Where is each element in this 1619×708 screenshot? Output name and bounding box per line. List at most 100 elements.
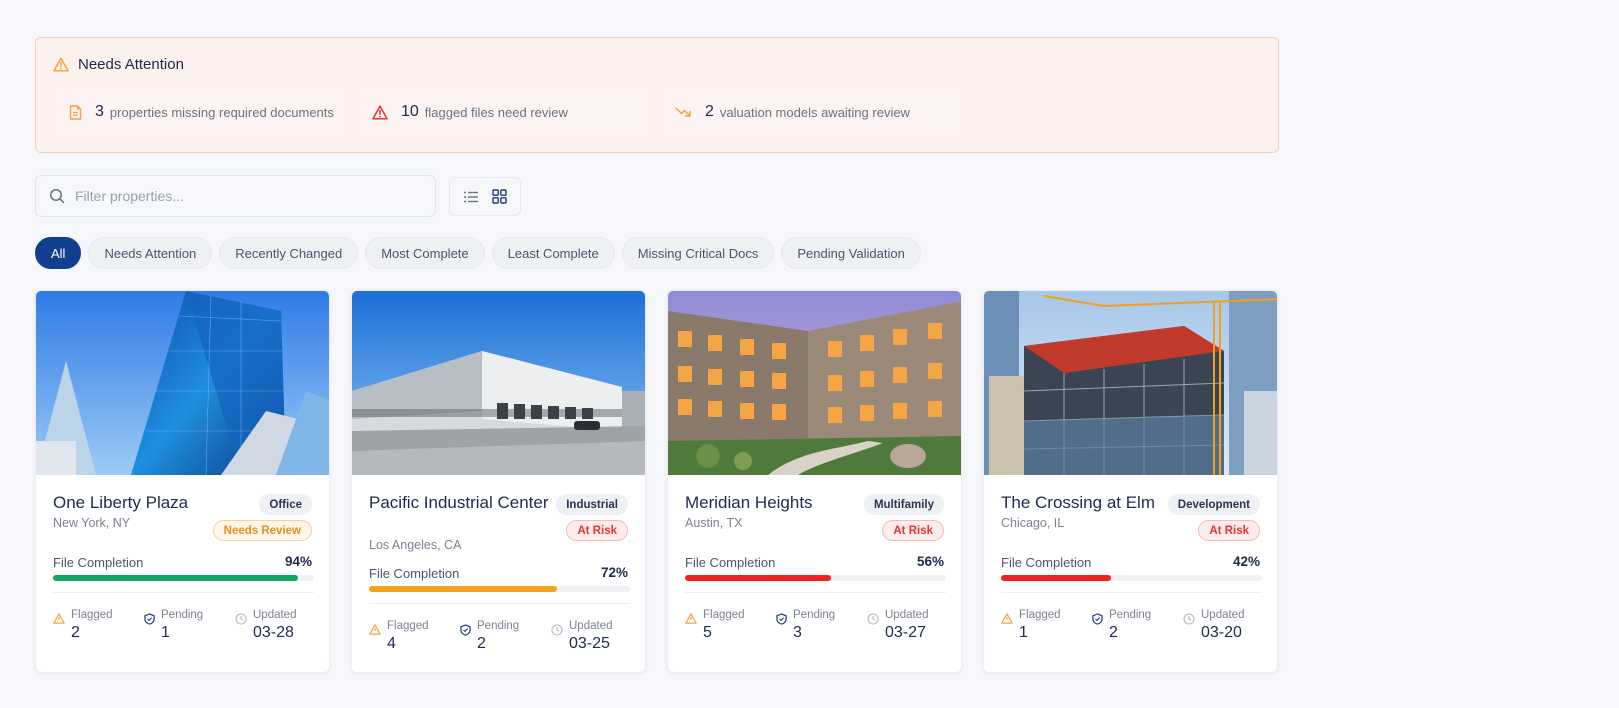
file-completion-value: 72% <box>600 565 628 580</box>
card-divider <box>369 603 630 604</box>
property-location: Chicago, IL <box>1001 516 1065 530</box>
flagged-count: 4 <box>387 635 396 652</box>
status-badge: At Risk <box>882 520 944 541</box>
flagged-stat: Flagged 4 <box>369 620 429 653</box>
property-type-badge: Development <box>1167 494 1260 515</box>
filter-chip-all[interactable]: All <box>35 237 82 269</box>
pending-stat: Pending 2 <box>460 620 519 653</box>
property-name: Meridian Heights <box>685 493 813 512</box>
file-completion-bar <box>1001 575 1262 581</box>
needs-attention-title: Needs Attention <box>78 56 184 73</box>
pending-count: 3 <box>793 624 802 641</box>
list-view-button[interactable] <box>458 184 484 210</box>
property-card[interactable]: The Crossing at Elm Chicago, IL Developm… <box>983 290 1278 673</box>
shield-icon <box>460 624 471 636</box>
pending-count: 2 <box>1109 624 1118 641</box>
flagged-label: Flagged <box>703 609 745 621</box>
pending-count: 2 <box>477 635 486 652</box>
view-toggle <box>449 177 521 216</box>
pending-count: 1 <box>161 624 170 641</box>
filter-chip-missing-critical-docs[interactable]: Missing Critical Docs <box>621 237 775 269</box>
flagged-label: Flagged <box>1019 609 1061 621</box>
document-icon <box>69 104 82 120</box>
clock-icon <box>551 624 563 636</box>
attention-count: 10 <box>401 103 419 120</box>
property-name: The Crossing at Elm <box>1001 493 1155 512</box>
file-completion-fill <box>685 575 832 581</box>
flagged-label: Flagged <box>387 620 429 632</box>
attention-count: 2 <box>705 103 714 120</box>
flagged-count: 1 <box>1019 624 1028 641</box>
attention-text: properties missing required documents <box>109 104 334 120</box>
attention-text: valuation models awaiting review <box>719 104 910 120</box>
updated-date: 03-28 <box>253 624 294 641</box>
filter-chip-recently-changed[interactable]: Recently Changed <box>219 237 359 269</box>
status-badge: Needs Review <box>212 520 312 541</box>
pending-label: Pending <box>477 620 520 632</box>
property-image <box>352 291 645 475</box>
property-location: Los Angeles, CA <box>369 538 462 552</box>
attention-text: flagged files need review <box>424 104 568 120</box>
pending-stat: Pending 1 <box>144 609 203 642</box>
updated-label: Updated <box>885 609 929 621</box>
attention-count: 3 <box>95 103 104 120</box>
grid-view-button[interactable] <box>487 184 513 210</box>
flagged-count: 5 <box>703 624 712 641</box>
pending-label: Pending <box>1109 609 1152 621</box>
shield-icon <box>1092 613 1103 625</box>
status-badge: At Risk <box>1198 520 1260 541</box>
filter-chip-least-complete[interactable]: Least Complete <box>491 237 615 269</box>
property-image <box>36 291 329 475</box>
clock-icon <box>1183 613 1195 625</box>
property-type-badge: Industrial <box>556 494 628 515</box>
property-card[interactable]: Pacific Industrial Center Los Angeles, C… <box>351 290 646 673</box>
file-completion-fill <box>1001 575 1111 581</box>
filter-chip-pending-validation[interactable]: Pending Validation <box>781 237 921 269</box>
alert-triangle-icon <box>372 104 388 120</box>
updated-stat: Updated 03-25 <box>551 620 612 653</box>
updated-stat: Updated 03-28 <box>235 609 296 642</box>
flagged-stat: Flagged 5 <box>685 609 745 642</box>
needs-attention-header: Needs Attention <box>53 56 184 73</box>
grid-view-icon <box>492 189 507 204</box>
updated-label: Updated <box>569 620 613 632</box>
file-completion-label: File Completion <box>685 555 776 570</box>
property-name: Pacific Industrial Center <box>369 493 549 512</box>
shield-icon <box>776 613 787 625</box>
clock-icon <box>235 613 247 625</box>
flag-warning-icon <box>685 613 697 624</box>
property-type-badge: Office <box>259 494 312 515</box>
status-badge: At Risk <box>566 520 628 541</box>
attention-item-valuation-models[interactable]: 2 valuation models awaiting review <box>662 90 958 134</box>
property-card[interactable]: Meridian Heights Austin, TX Multifamily … <box>667 290 962 673</box>
search-box[interactable] <box>35 175 436 217</box>
property-location: Austin, TX <box>685 516 743 530</box>
flag-warning-icon <box>1001 613 1013 624</box>
attention-item-missing-docs[interactable]: 3 properties missing required documents <box>56 90 343 134</box>
file-completion-bar <box>685 575 946 581</box>
file-completion-label: File Completion <box>53 555 144 570</box>
filter-chip-needs-attention[interactable]: Needs Attention <box>88 237 213 269</box>
flagged-stat: Flagged 1 <box>1001 609 1061 642</box>
updated-label: Updated <box>1201 609 1245 621</box>
flagged-count: 2 <box>71 624 80 641</box>
flag-warning-icon <box>369 624 381 635</box>
filter-chip-most-complete[interactable]: Most Complete <box>365 237 485 269</box>
file-completion-bar <box>53 575 314 581</box>
card-divider <box>1001 592 1262 593</box>
file-completion-label: File Completion <box>369 566 460 581</box>
file-completion-bar <box>369 586 630 592</box>
attention-item-flagged-files[interactable]: 10 flagged files need review <box>359 90 646 134</box>
property-type-badge: Multifamily <box>863 494 944 515</box>
shield-icon <box>144 613 155 625</box>
flagged-label: Flagged <box>71 609 113 621</box>
search-input[interactable] <box>75 188 415 204</box>
updated-date: 03-25 <box>569 635 610 652</box>
property-name: One Liberty Plaza <box>53 493 189 512</box>
filter-chips: All Needs Attention Recently Changed Mos… <box>35 237 928 269</box>
flagged-stat: Flagged 2 <box>53 609 113 642</box>
card-divider <box>685 592 946 593</box>
list-view-icon <box>463 191 478 202</box>
property-card[interactable]: One Liberty Plaza New York, NY Office Ne… <box>35 290 330 673</box>
card-divider <box>53 592 314 593</box>
